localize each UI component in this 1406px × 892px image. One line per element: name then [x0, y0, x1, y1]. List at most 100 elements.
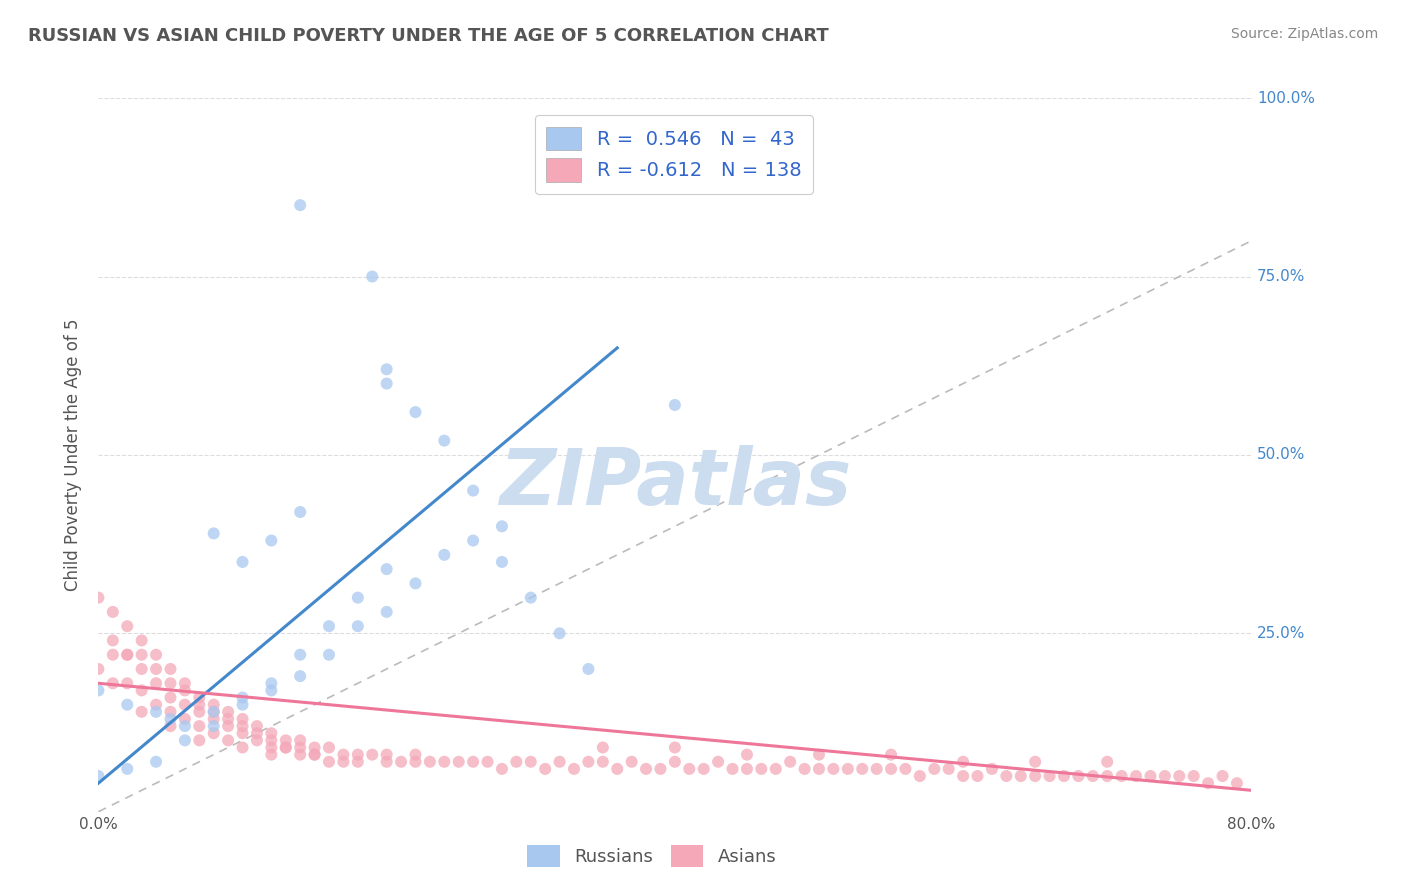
Point	[117, 762, 138, 776]
Point	[578, 755, 600, 769]
Point	[1182, 769, 1205, 783]
Point	[131, 633, 153, 648]
Point	[174, 698, 197, 712]
Point	[274, 740, 297, 755]
Point	[231, 690, 254, 705]
Point	[131, 683, 153, 698]
Point	[231, 555, 254, 569]
Point	[246, 726, 269, 740]
Point	[87, 662, 110, 676]
Point	[131, 705, 153, 719]
Point	[851, 762, 873, 776]
Point	[332, 755, 354, 769]
Point	[290, 198, 312, 212]
Point	[1125, 769, 1147, 783]
Point	[174, 712, 197, 726]
Text: 50.0%: 50.0%	[1257, 448, 1306, 462]
Text: 100.0%: 100.0%	[1257, 91, 1315, 105]
Point	[534, 762, 557, 776]
Point	[461, 755, 484, 769]
Point	[304, 747, 326, 762]
Point	[117, 619, 138, 633]
Point	[101, 633, 124, 648]
Point	[664, 755, 686, 769]
Point	[87, 591, 110, 605]
Point	[101, 605, 124, 619]
Point	[290, 505, 312, 519]
Point	[174, 733, 197, 747]
Point	[562, 762, 585, 776]
Point	[952, 769, 974, 783]
Point	[361, 269, 384, 284]
Point	[188, 719, 211, 733]
Point	[592, 755, 614, 769]
Point	[461, 483, 484, 498]
Point	[433, 434, 456, 448]
Point	[159, 712, 181, 726]
Point	[202, 705, 225, 719]
Point	[505, 755, 527, 769]
Point	[145, 676, 167, 690]
Point	[87, 769, 110, 783]
Point	[202, 526, 225, 541]
Point	[922, 762, 945, 776]
Point	[217, 733, 239, 747]
Point	[174, 676, 197, 690]
Point	[145, 755, 167, 769]
Point	[721, 762, 744, 776]
Point	[491, 762, 513, 776]
Point	[231, 740, 254, 755]
Point	[548, 626, 571, 640]
Point	[318, 648, 340, 662]
Point	[246, 733, 269, 747]
Point	[375, 747, 398, 762]
Point	[1067, 769, 1090, 783]
Point	[981, 762, 1004, 776]
Point	[765, 762, 787, 776]
Point	[375, 562, 398, 576]
Point	[188, 690, 211, 705]
Point	[131, 648, 153, 662]
Point	[318, 755, 340, 769]
Point	[290, 740, 312, 755]
Point	[260, 726, 283, 740]
Point	[491, 555, 513, 569]
Point	[117, 698, 138, 712]
Point	[101, 648, 124, 662]
Point	[145, 662, 167, 676]
Point	[636, 762, 658, 776]
Point	[202, 726, 225, 740]
Point	[159, 662, 181, 676]
Point	[202, 705, 225, 719]
Point	[664, 398, 686, 412]
Point	[231, 726, 254, 740]
Point	[405, 576, 427, 591]
Point	[894, 762, 917, 776]
Point	[217, 712, 239, 726]
Point	[290, 747, 312, 762]
Point	[1024, 755, 1046, 769]
Point	[707, 755, 730, 769]
Point	[461, 533, 484, 548]
Point	[304, 747, 326, 762]
Point	[751, 762, 773, 776]
Point	[793, 762, 815, 776]
Point	[231, 698, 254, 712]
Point	[246, 719, 269, 733]
Point	[260, 747, 283, 762]
Point	[332, 747, 354, 762]
Point	[145, 705, 167, 719]
Point	[117, 648, 138, 662]
Point	[866, 762, 889, 776]
Point	[592, 740, 614, 755]
Point	[231, 719, 254, 733]
Point	[447, 755, 470, 769]
Point	[290, 669, 312, 683]
Point	[101, 676, 124, 690]
Point	[477, 755, 499, 769]
Point	[346, 591, 368, 605]
Point	[1038, 769, 1062, 783]
Point	[807, 747, 830, 762]
Point	[174, 719, 197, 733]
Point	[419, 755, 441, 769]
